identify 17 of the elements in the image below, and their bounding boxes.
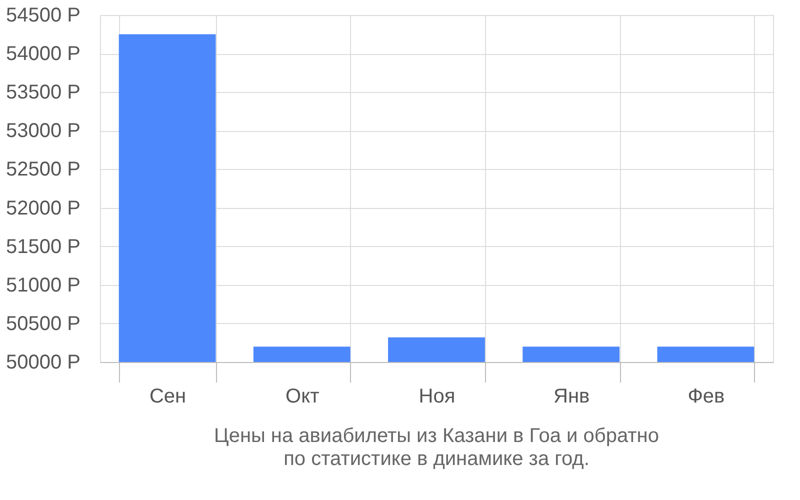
x-tick-label: Фев [688,386,725,408]
y-tick-label: 52000 Р [6,197,80,220]
text: Цены на авиабилеты из Казани в Гоа и обратно [214,425,659,447]
y-tick-label: 51000 Р [6,274,80,296]
x-tick-label: Сен [149,386,186,408]
y-tick-label: 50000 Р [6,352,80,374]
x-tick-label: Янв [554,386,590,408]
text: по статистике в динамике за год. [284,448,590,470]
y-tick-label: 52500 Р [6,158,80,181]
x-tick-label: Ноя [418,386,456,408]
x-tick-label: Окт [286,386,320,408]
y-tick-label: 53500 Р [6,82,80,104]
y-tick-label: 54500 Р [6,4,80,26]
y-tick-label: 51500 Р [6,236,80,258]
y-tick-label: 50500 Р [6,312,80,335]
y-tick-label: 54000 Р [6,43,80,66]
y-tick-label: 53000 Р [6,120,80,142]
